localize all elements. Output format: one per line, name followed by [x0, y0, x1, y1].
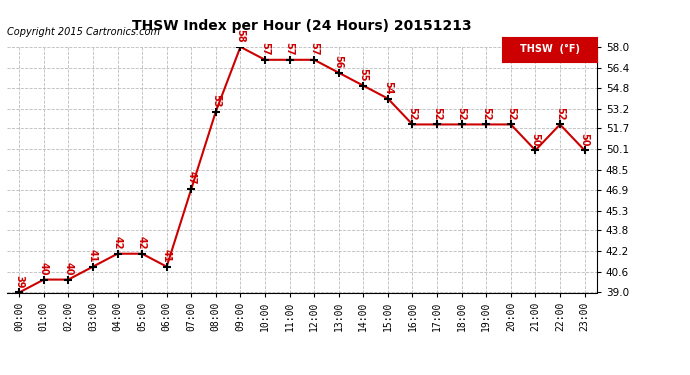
Title: THSW Index per Hour (24 Hours) 20151213: THSW Index per Hour (24 Hours) 20151213 — [132, 19, 472, 33]
Text: 57: 57 — [284, 42, 295, 56]
Text: 52: 52 — [555, 107, 565, 120]
Text: 52: 52 — [506, 107, 516, 120]
Text: 50: 50 — [531, 133, 540, 146]
Text: 55: 55 — [358, 68, 368, 81]
Text: 40: 40 — [39, 262, 49, 275]
Text: 42: 42 — [112, 236, 123, 249]
Text: 50: 50 — [580, 133, 589, 146]
Text: Copyright 2015 Cartronics.com: Copyright 2015 Cartronics.com — [8, 27, 161, 37]
Text: 42: 42 — [137, 236, 147, 249]
Text: 52: 52 — [457, 107, 466, 120]
Text: 54: 54 — [383, 81, 393, 94]
Text: 52: 52 — [432, 107, 442, 120]
Text: 40: 40 — [63, 262, 73, 275]
Text: 47: 47 — [186, 171, 196, 185]
Text: 41: 41 — [161, 249, 172, 262]
Text: 53: 53 — [211, 94, 221, 107]
Text: 57: 57 — [260, 42, 270, 56]
Text: 52: 52 — [481, 107, 491, 120]
Text: 41: 41 — [88, 249, 98, 262]
Text: 58: 58 — [235, 29, 246, 43]
Text: 39: 39 — [14, 275, 24, 288]
Text: 52: 52 — [408, 107, 417, 120]
Text: 56: 56 — [334, 55, 344, 69]
Text: 57: 57 — [309, 42, 319, 56]
